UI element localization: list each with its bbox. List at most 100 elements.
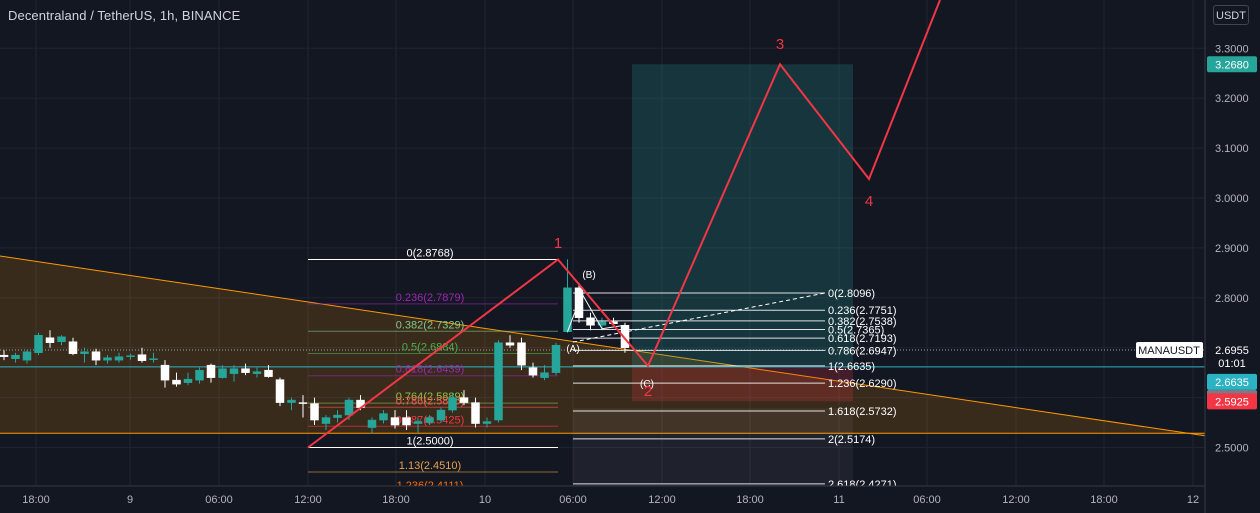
y-tick-label: 3.3000 [1215, 43, 1249, 55]
x-tick-label: 12:00 [294, 494, 322, 506]
candle-body [149, 358, 158, 360]
long-position [632, 64, 853, 402]
fib-level-label: 0(2.8768) [406, 247, 453, 259]
countdown-tag: 01:01 [1218, 358, 1246, 370]
fib-extension: 0(2.8096) 0.236(2.7751)0.382(2.7538)0.5(2… [572, 288, 897, 491]
fib-ext-label: 1(2.6635) [828, 361, 875, 373]
candle-body [103, 357, 112, 361]
stop-price-tag-bg [1207, 393, 1257, 410]
abc-correction: (A) (B) (C) [566, 270, 654, 390]
candle-body [482, 421, 492, 424]
abc-label: (B) [582, 270, 595, 281]
fib-level-label: 0.236(2.7879) [396, 292, 465, 304]
y-tick-label: 2.9000 [1215, 243, 1249, 255]
x-tick-label: 9 [127, 494, 133, 506]
x-tick-label: 18:00 [22, 494, 50, 506]
projection-box [573, 408, 853, 486]
candle-body [298, 402, 308, 404]
x-tick-label: 12:00 [648, 494, 676, 506]
candle-body [310, 403, 319, 421]
candle-body [172, 379, 181, 385]
candle-body [80, 351, 89, 354]
candle-body [505, 342, 515, 346]
candle-body [379, 413, 388, 421]
fib-ext-label: 2(2.5174) [828, 434, 875, 446]
candle-body [252, 371, 262, 374]
x-tick-label: 06:00 [913, 494, 941, 506]
wave-label: 1 [554, 235, 562, 252]
candle-body [160, 364, 170, 381]
candle-body [183, 378, 193, 383]
candle-body [287, 399, 296, 403]
fib-level-label: 0.382(2.7329) [396, 319, 465, 331]
x-tick-label: 12:00 [1002, 494, 1030, 506]
candle-body [11, 354, 20, 359]
candle-body [471, 402, 480, 424]
fib-ext-label: 1.618(2.5732) [828, 406, 897, 418]
candle-body [540, 372, 549, 378]
wave-label: 4 [865, 193, 873, 210]
candle-body [241, 368, 250, 373]
currency-button[interactable]: USDT [1213, 5, 1249, 25]
entry-price-tag-bg [1207, 373, 1257, 390]
last-price-tag-bg [1207, 341, 1257, 370]
candle-body [494, 342, 503, 421]
candle-body [586, 317, 595, 326]
fib-ext-label: 0(2.8096) [828, 288, 875, 300]
candle-body [367, 419, 377, 428]
x-tick-label: 06:00 [205, 494, 233, 506]
candle-body [413, 421, 423, 424]
abc-label: (C) [640, 379, 654, 390]
candle-body [436, 409, 446, 421]
x-tick-label: 12 [1187, 494, 1199, 506]
y-tick-label: 3.2000 [1215, 93, 1249, 105]
x-tick-label: 11 [833, 494, 844, 506]
x-tick-label: 18:00 [736, 494, 764, 506]
candle-body [57, 336, 66, 342]
symbol-tag: MANAUSDT [1138, 345, 1200, 357]
fib-ext-label: 0.236(2.7751) [828, 305, 897, 317]
candle-body [218, 368, 227, 378]
fib-level-label: 0.618(2.6439) [396, 364, 465, 376]
fib-level-label: 0.764(2.5889) [396, 391, 465, 403]
x-axis-background [0, 486, 1260, 513]
x-tick-label: 18:00 [382, 494, 410, 506]
wave-label: 3 [776, 36, 784, 53]
candle-body [517, 342, 526, 366]
symbol-tag-bg [1136, 341, 1203, 358]
grid [0, 0, 1205, 486]
take-profit-zone [632, 64, 853, 366]
candle-body [22, 351, 32, 361]
fib-ext-label: 0.5(2.7365) [828, 324, 884, 336]
target-price-tag: 3.2680 [1215, 59, 1249, 71]
candle-body [195, 369, 204, 381]
elliott-wave: 1 2 3 4 [307, 0, 941, 449]
x-tick-label: 06:00 [559, 494, 587, 506]
stop-price-tag: 2.5925 [1215, 396, 1249, 408]
candles [0, 259, 630, 434]
y-tick-label: 2.5000 [1215, 443, 1249, 455]
fib-ext-label: 0.618(2.7193) [828, 333, 897, 345]
candle-body [275, 379, 285, 403]
last-price-tag: 2.6955 [1215, 345, 1249, 357]
fib-level-label: 1.13(2.4510) [399, 460, 461, 472]
y-tick-label: 3.1000 [1215, 143, 1249, 155]
candle-body [264, 369, 273, 377]
candle-body [206, 364, 216, 378]
entry-price-tag: 2.6635 [1215, 377, 1249, 389]
fib-ext-label: 1.236(2.6290) [828, 378, 897, 390]
x-tick-label: 18:00 [1090, 494, 1118, 506]
candle-body [402, 417, 411, 426]
fib-ext-label: 0.786(2.6947) [828, 345, 897, 357]
fib-ext-label: 0.382(2.7538) [828, 316, 897, 328]
abc-path [567, 292, 626, 332]
candle-body [114, 356, 124, 361]
fib-level-label: 1(2.5000) [406, 436, 453, 448]
chart-title: Decentraland / TetherUS, 1h, BINANCE [8, 8, 241, 23]
candle-body [34, 334, 43, 353]
candle-body [333, 414, 342, 418]
fib-level-label: 0.786(2.5806) [396, 395, 465, 407]
candle-body [551, 344, 561, 373]
